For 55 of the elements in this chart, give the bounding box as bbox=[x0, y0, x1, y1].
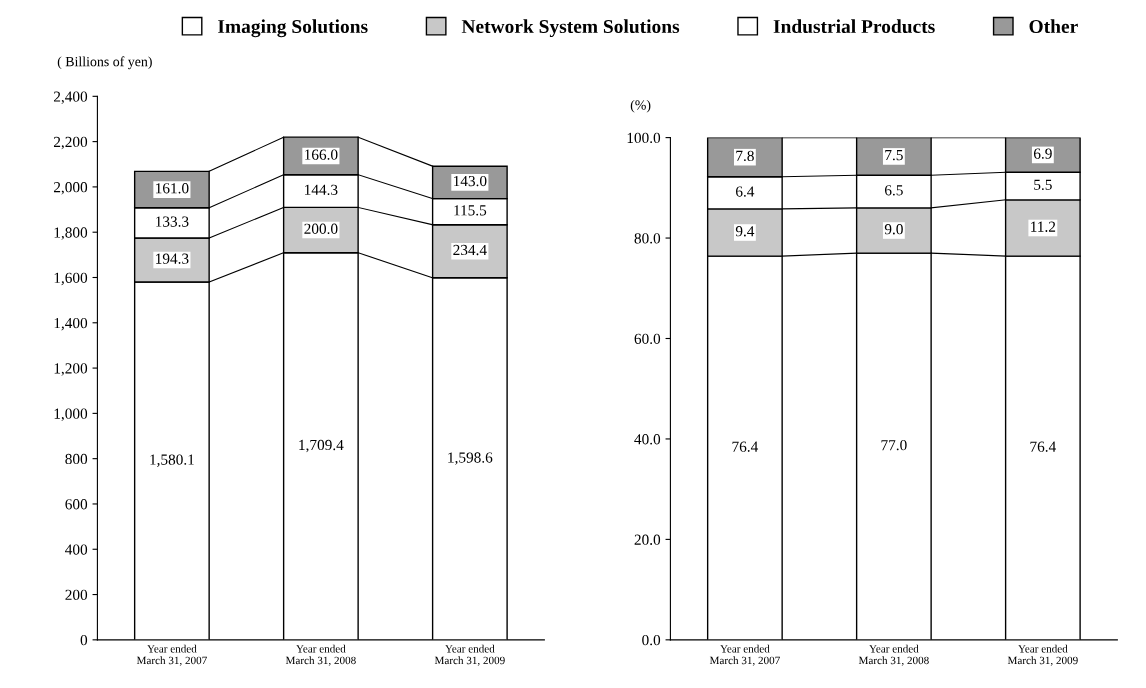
data-label: 9.0 bbox=[884, 224, 903, 235]
y-tick-label: 1,400 bbox=[54, 317, 88, 331]
y-tick-label: 0 bbox=[80, 634, 88, 646]
y-tick-label: 20.0 bbox=[634, 534, 661, 545]
data-label: 194.3 bbox=[156, 253, 189, 264]
y-tick-label: 600 bbox=[65, 499, 88, 510]
legend-label: Other bbox=[1029, 19, 1078, 34]
data-label: 144.3 bbox=[305, 184, 338, 195]
legend-label: Industrial Products bbox=[773, 19, 935, 34]
data-label: 143.0 bbox=[454, 175, 487, 187]
data-label: 6.4 bbox=[736, 186, 755, 197]
y-tick-label: 1,000 bbox=[54, 408, 88, 422]
y-tick-label: 0.0 bbox=[642, 634, 661, 646]
data-label: 77.0 bbox=[881, 439, 907, 451]
y-tick-label: 400 bbox=[65, 544, 88, 555]
y-tick-label: 1,800 bbox=[54, 227, 88, 240]
y-tick-label: 80.0 bbox=[634, 233, 661, 244]
data-label: 133.3 bbox=[156, 216, 189, 227]
x-tick-label: Year ended March 31, 2008 bbox=[285, 644, 356, 666]
data-label: 6.5 bbox=[884, 185, 903, 196]
y-tick-label: 60.0 bbox=[634, 333, 661, 345]
data-label: 11.2 bbox=[1031, 221, 1056, 232]
y-tick-label: 1,600 bbox=[54, 272, 88, 286]
data-label: 76.4 bbox=[1030, 441, 1056, 452]
y-tick-label: 1,200 bbox=[54, 363, 88, 376]
data-label: 7.8 bbox=[736, 150, 754, 162]
data-label: 5.5 bbox=[1034, 179, 1052, 190]
x-tick-label: Year ended March 31, 2009 bbox=[434, 644, 505, 666]
data-label: 115.5 bbox=[454, 205, 487, 216]
data-label: 166.0 bbox=[305, 149, 338, 160]
x-tick-label: Year ended March 31, 2007 bbox=[136, 644, 207, 666]
legend-label: Imaging Solutions bbox=[218, 19, 368, 38]
x-tick-label: Year ended March 31, 2007 bbox=[709, 644, 780, 666]
data-label: 9.4 bbox=[735, 226, 755, 237]
y-axis-title: (%) bbox=[630, 99, 651, 113]
y-tick-label: 2,200 bbox=[53, 136, 88, 150]
x-tick-label: Year ended March 31, 2009 bbox=[1007, 644, 1078, 666]
y-tick-label: 200 bbox=[65, 589, 88, 600]
data-label: 200.0 bbox=[304, 223, 338, 234]
data-label: 6.9 bbox=[1033, 148, 1052, 159]
y-axis-title: ( Billions of yen) bbox=[57, 56, 152, 70]
data-label: 161.0 bbox=[156, 183, 189, 194]
data-label: 76.4 bbox=[732, 441, 759, 452]
y-tick-label: 2,400 bbox=[53, 91, 88, 104]
data-label: 1,598.6 bbox=[448, 452, 493, 465]
y-tick-label: 40.0 bbox=[634, 434, 661, 445]
data-label: 1,709.4 bbox=[299, 439, 344, 453]
y-tick-label: 2,000 bbox=[53, 182, 88, 195]
y-tick-label: 800 bbox=[65, 453, 88, 465]
x-tick-label: Year ended March 31, 2008 bbox=[858, 644, 929, 666]
y-tick-label: 100.0 bbox=[627, 132, 661, 144]
data-label: 7.5 bbox=[885, 150, 903, 161]
data-label: 234.4 bbox=[453, 244, 487, 256]
data-label: 1,580.1 bbox=[150, 454, 194, 467]
legend-label: Network System Solutions bbox=[461, 19, 680, 38]
